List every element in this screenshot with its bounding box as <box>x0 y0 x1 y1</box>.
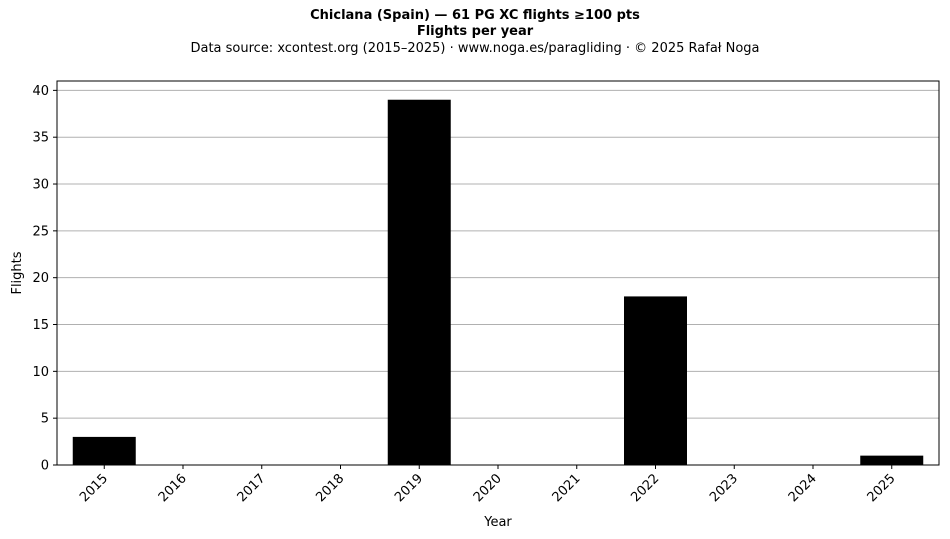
x-tick-label: 2016 <box>156 471 190 505</box>
x-axis-label: Year <box>483 515 512 530</box>
y-tick-label: 25 <box>32 224 49 239</box>
y-tick-label: 40 <box>32 84 49 99</box>
x-tick-label: 2018 <box>313 471 347 505</box>
x-tick-label: 2015 <box>77 471 111 505</box>
bar-2019 <box>387 99 451 466</box>
gridlines <box>57 89 939 466</box>
y-tick-label: 20 <box>32 271 49 286</box>
chart-subtitle: Flights per year <box>416 24 534 39</box>
x-tick-label: 2022 <box>628 471 662 505</box>
bar-2025 <box>860 455 924 465</box>
chart-title: Chiclana (Spain) — 61 PG XC flights ≥100… <box>310 8 640 23</box>
x-tick-label: 2017 <box>235 471 269 505</box>
bar-2022 <box>624 296 687 465</box>
y-tick-label: 0 <box>41 459 49 474</box>
y-tick-label: 30 <box>32 178 49 193</box>
plot-frame <box>56 80 940 466</box>
bar-2015 <box>72 436 136 465</box>
bars <box>72 99 924 466</box>
x-tick-label: 2023 <box>707 471 741 505</box>
x-tick-label: 2019 <box>392 471 426 505</box>
chart-source-note: Data source: xcontest.org (2015–2025) · … <box>190 41 760 56</box>
x-tick-label: 2021 <box>550 471 584 505</box>
y-tick-label: 5 <box>41 412 49 427</box>
y-tick-label: 15 <box>32 318 49 333</box>
x-tick-label: 2020 <box>471 471 505 505</box>
y-tick-label: 35 <box>32 131 49 146</box>
y-axis-label: Flights <box>10 251 25 294</box>
y-tick-label: 10 <box>32 365 49 380</box>
x-tick-label: 2025 <box>865 471 899 505</box>
chart-title-block: Chiclana (Spain) — 61 PG XC flights ≥100… <box>0 8 950 58</box>
x-tick-label: 2024 <box>786 471 820 505</box>
